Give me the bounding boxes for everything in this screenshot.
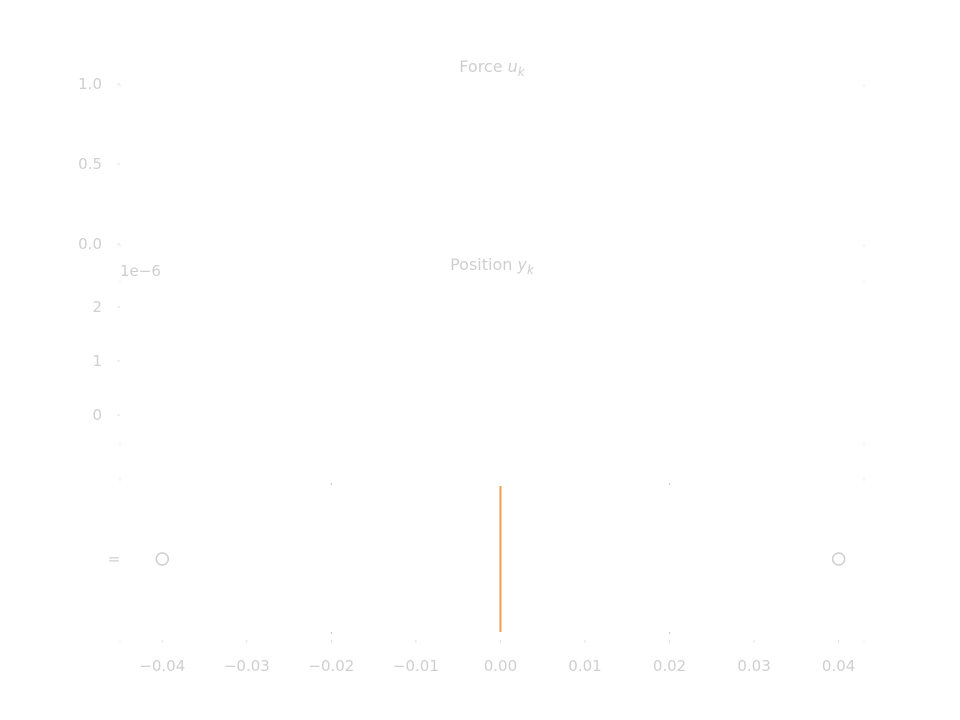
position-panel-title: Position yk: [450, 255, 535, 277]
position-offset-label: 1e−6: [120, 262, 161, 280]
force-panel-title: Force uk: [459, 57, 526, 79]
cart-xtick-label: 0.03: [737, 657, 770, 675]
cart-guide-dot: [330, 632, 333, 634]
position-panel: Position yk 1e−6 0 1 2: [92, 255, 865, 445]
position-ytick-label: 0: [92, 406, 102, 424]
cart-xtick-label: −0.01: [393, 657, 439, 675]
cart-guide-dot: [668, 632, 671, 634]
cart-guide-dot: [330, 483, 333, 485]
force-panel-axes: 0.0 0.5 1.0: [78, 75, 865, 253]
cart-xtick-label: 0.00: [484, 657, 517, 675]
force-ytick-label: 1.0: [78, 75, 102, 93]
cart-marker-point: [831, 552, 846, 566]
cart-xtick-label: 0.01: [568, 657, 601, 675]
force-panel: Force uk 0.0 0.5 1.0: [78, 57, 865, 253]
cart-xtick-label: 0.04: [822, 657, 855, 675]
marker-label: =: [108, 550, 121, 568]
cart-xtick-label: 0.02: [653, 657, 686, 675]
cart-panel: = −0.04 −0.03 −0.02 −0.01 0.00 0.01 0.02 0.03 0.…: [108, 478, 865, 675]
cart-guide-dot: [668, 483, 671, 485]
cart-xtick-label: −0.03: [224, 657, 270, 675]
cart-marker-point: [155, 552, 170, 566]
cart-panel-axes: −0.04 −0.03 −0.02 −0.01 0.00 0.01 0.02 0.03 0.04: [119, 478, 865, 675]
cart-xtick-label: −0.04: [139, 657, 185, 675]
position-ytick-label: 2: [92, 298, 102, 316]
position-panel-axes: 0 1 2: [92, 280, 865, 445]
position-ytick-label: 1: [92, 352, 102, 370]
force-ytick-label: 0.5: [78, 155, 102, 173]
force-ytick-label: 0.0: [78, 235, 102, 253]
cart-xtick-label: −0.02: [308, 657, 354, 675]
